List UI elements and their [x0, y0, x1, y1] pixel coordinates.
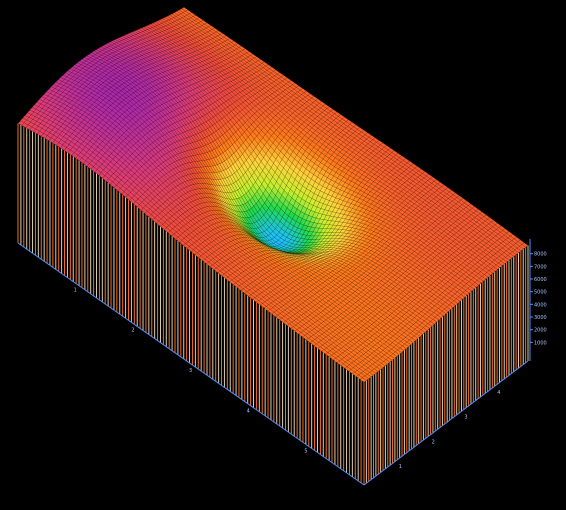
surface-mesh	[17, 7, 529, 383]
surface-cell	[486, 270, 494, 276]
surface-cell	[507, 253, 515, 259]
surface-cell	[498, 260, 505, 266]
surface-cell	[493, 264, 501, 270]
surface-side-walls	[17, 123, 529, 485]
surface-cell	[521, 242, 529, 248]
surface-cell	[491, 266, 498, 272]
